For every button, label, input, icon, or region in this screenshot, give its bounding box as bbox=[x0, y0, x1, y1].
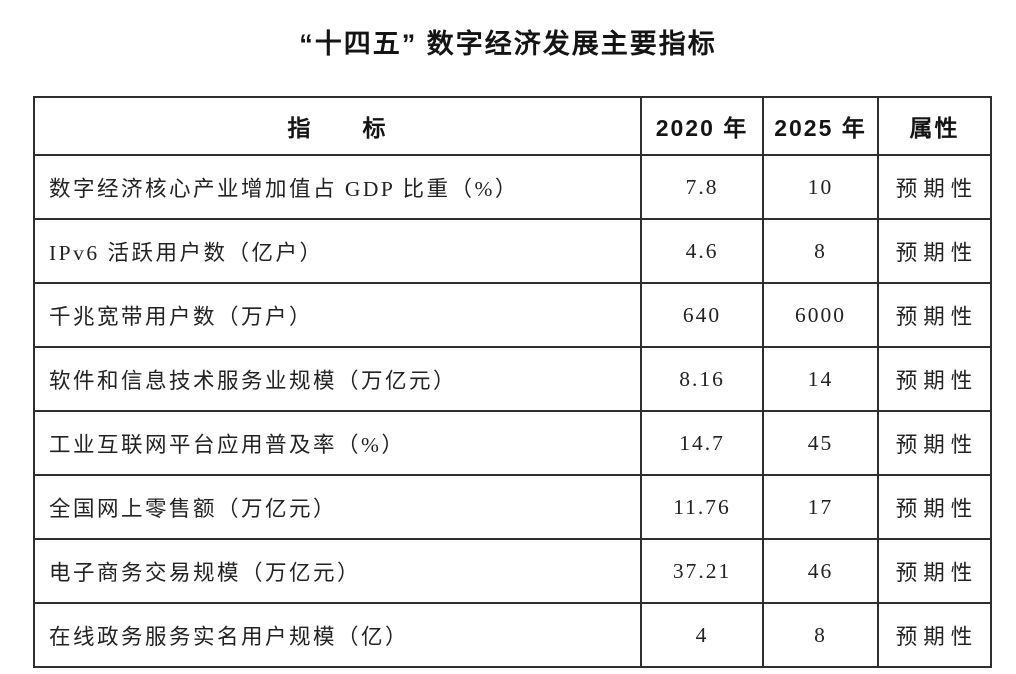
attribute-value: 预期性 bbox=[877, 602, 992, 668]
value-2020: 11.76 bbox=[640, 474, 764, 540]
value-2025: 6000 bbox=[762, 282, 879, 348]
table-row: IPv6 活跃用户数（亿户） 4.6 8 预期性 bbox=[33, 218, 992, 284]
indicator-label: 千兆宽带用户数（万户） bbox=[33, 282, 642, 348]
value-2020: 4.6 bbox=[640, 218, 764, 284]
attribute-value: 预期性 bbox=[877, 474, 992, 540]
indicator-label: 软件和信息技术服务业规模（万亿元） bbox=[33, 346, 642, 412]
value-2025: 46 bbox=[762, 538, 879, 604]
indicator-label: 工业互联网平台应用普及率（%） bbox=[33, 410, 642, 476]
col-header-attribute: 属性 bbox=[877, 96, 992, 156]
table-row: 数字经济核心产业增加值占 GDP 比重（%） 7.8 10 预期性 bbox=[33, 154, 992, 220]
value-2020: 8.16 bbox=[640, 346, 764, 412]
value-2025: 17 bbox=[762, 474, 879, 540]
table-row: 电子商务交易规模（万亿元） 37.21 46 预期性 bbox=[33, 538, 992, 604]
value-2025: 8 bbox=[762, 218, 879, 284]
value-2020: 37.21 bbox=[640, 538, 764, 604]
table-row: 在线政务服务实名用户规模（亿） 4 8 预期性 bbox=[33, 602, 992, 668]
table-header-row: 指 标 2020 年 2025 年 属性 bbox=[33, 96, 992, 156]
indicator-label: IPv6 活跃用户数（亿户） bbox=[33, 218, 642, 284]
indicators-table: 指 标 2020 年 2025 年 属性 数字经济核心产业增加值占 GDP 比重… bbox=[33, 96, 992, 668]
indicator-label: 电子商务交易规模（万亿元） bbox=[33, 538, 642, 604]
value-2020: 640 bbox=[640, 282, 764, 348]
col-header-indicator: 指 标 bbox=[33, 96, 642, 156]
table-row: 全国网上零售额（万亿元） 11.76 17 预期性 bbox=[33, 474, 992, 540]
value-2025: 14 bbox=[762, 346, 879, 412]
table-row: 软件和信息技术服务业规模（万亿元） 8.16 14 预期性 bbox=[33, 346, 992, 412]
col-header-2025: 2025 年 bbox=[762, 96, 879, 156]
attribute-value: 预期性 bbox=[877, 346, 992, 412]
attribute-value: 预期性 bbox=[877, 410, 992, 476]
attribute-value: 预期性 bbox=[877, 538, 992, 604]
page-title: “十四五” 数字经济发展主要指标 bbox=[299, 29, 717, 59]
indicator-label: 全国网上零售额（万亿元） bbox=[33, 474, 642, 540]
value-2025: 45 bbox=[762, 410, 879, 476]
value-2020: 14.7 bbox=[640, 410, 764, 476]
value-2025: 8 bbox=[762, 602, 879, 668]
attribute-value: 预期性 bbox=[877, 218, 992, 284]
col-header-2020: 2020 年 bbox=[640, 96, 764, 156]
table-row: 工业互联网平台应用普及率（%） 14.7 45 预期性 bbox=[33, 410, 992, 476]
table-row: 千兆宽带用户数（万户） 640 6000 预期性 bbox=[33, 282, 992, 348]
attribute-value: 预期性 bbox=[877, 154, 992, 220]
value-2020: 7.8 bbox=[640, 154, 764, 220]
value-2025: 10 bbox=[762, 154, 879, 220]
indicator-label: 在线政务服务实名用户规模（亿） bbox=[33, 602, 642, 668]
indicator-label: 数字经济核心产业增加值占 GDP 比重（%） bbox=[33, 154, 642, 220]
value-2020: 4 bbox=[640, 602, 764, 668]
attribute-value: 预期性 bbox=[877, 282, 992, 348]
